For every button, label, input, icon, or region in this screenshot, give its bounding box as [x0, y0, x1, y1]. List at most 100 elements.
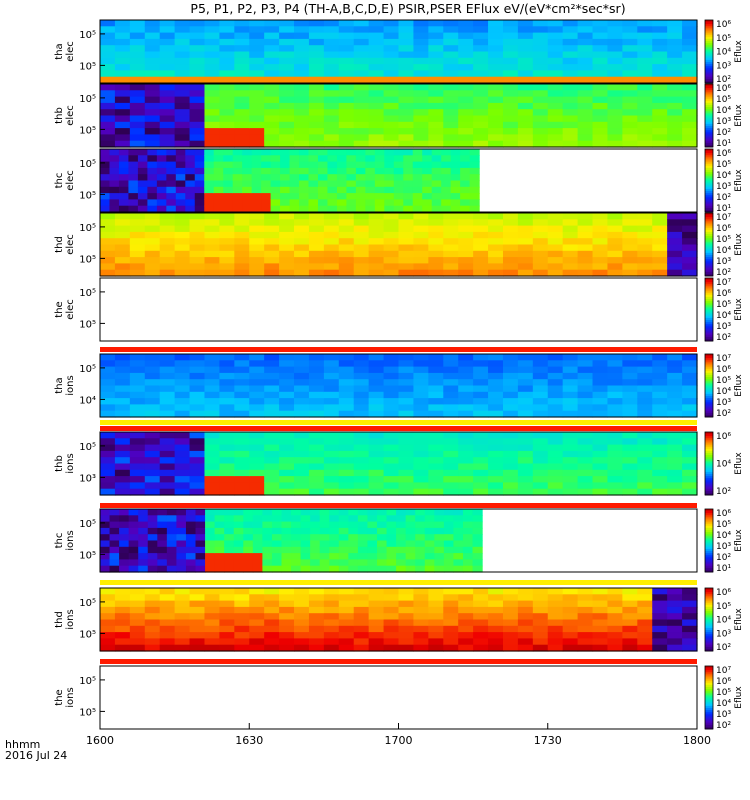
heatmap-cell — [622, 638, 638, 646]
heatmap-cell — [396, 546, 407, 554]
heatmap-cell — [338, 469, 355, 477]
heatmap-cell — [100, 404, 116, 412]
heatmap-cell — [242, 167, 253, 175]
heatmap-cell — [147, 553, 158, 560]
heatmap-cell — [424, 540, 435, 548]
heatmap-cell — [488, 404, 504, 412]
heatmap-cell — [129, 606, 146, 614]
colorbar-tick-label: 10⁴ — [716, 246, 731, 256]
colorbar-swatch — [705, 546, 713, 550]
heatmap-cell — [488, 51, 504, 59]
colorbar-swatch — [705, 695, 713, 698]
heatmap-cell — [443, 84, 459, 91]
heatmap-cell — [637, 20, 653, 27]
colorbar-swatch — [705, 561, 713, 565]
heatmap-cell — [189, 219, 206, 227]
heatmap-cell — [189, 366, 206, 374]
heatmap-cell — [562, 482, 579, 490]
heatmap-cell — [249, 385, 265, 393]
heatmap-cell — [185, 540, 197, 548]
colorbar-tick-label: 10⁴ — [716, 48, 731, 58]
heatmap-cell — [219, 588, 235, 595]
heatmap-cell — [682, 263, 698, 271]
heatmap-cell — [383, 57, 400, 65]
heatmap-cell — [294, 404, 310, 412]
colorbar-swatch — [705, 255, 713, 258]
heatmap-cell — [443, 269, 459, 277]
heatmap-cell — [174, 20, 191, 27]
heatmap-cell — [159, 231, 176, 239]
heatmap-cell — [308, 149, 319, 156]
heatmap-cell — [189, 244, 206, 252]
colorbar-swatch — [705, 280, 713, 283]
heatmap-cell — [129, 109, 146, 117]
heatmap-cell — [682, 84, 698, 91]
heatmap-cell — [195, 515, 206, 523]
heatmap-cell — [453, 553, 464, 560]
heatmap-cell — [279, 90, 295, 98]
heatmap-cell — [194, 167, 205, 175]
colorbar-swatch — [705, 265, 713, 269]
heatmap-cell — [637, 632, 653, 639]
heatmap-cell — [234, 269, 250, 277]
heatmap-cell — [403, 155, 414, 163]
heatmap-cell — [223, 186, 234, 194]
heatmap-cell — [473, 225, 489, 233]
heatmap-cell — [234, 398, 250, 405]
heatmap-cell — [174, 90, 191, 98]
heatmap-cell — [100, 379, 116, 387]
colorbar-swatch — [705, 113, 713, 116]
heatmap-cell — [667, 257, 683, 264]
heatmap-cell — [488, 250, 504, 258]
heatmap-cell — [119, 521, 130, 529]
heatmap-cell — [219, 115, 235, 123]
colorbar-swatch — [705, 358, 713, 361]
heatmap-cell — [310, 509, 321, 516]
heatmap-cell — [667, 391, 683, 399]
heatmap-cell — [592, 102, 609, 110]
heatmap-cell — [249, 51, 265, 59]
heatmap-cell — [323, 644, 340, 652]
heatmap-cell — [488, 444, 504, 452]
heatmap-cell — [377, 553, 388, 560]
heatmap-cell — [383, 269, 400, 277]
heatmap-cell — [338, 70, 355, 78]
heatmap-cell — [189, 410, 206, 418]
heatmap-cell — [473, 121, 489, 129]
heatmap-cell — [622, 263, 638, 271]
heatmap-cell — [294, 128, 310, 135]
heatmap-cell — [374, 149, 385, 156]
heatmap-cell — [637, 385, 653, 393]
colorbar-swatch — [705, 59, 713, 63]
heatmap-cell — [214, 509, 225, 516]
heatmap-cell — [195, 565, 206, 573]
heatmap-cell — [532, 250, 549, 258]
heatmap-cell — [667, 619, 683, 627]
heatmap-cell — [355, 180, 366, 188]
heatmap-cell — [607, 404, 623, 412]
heatmap-cell — [502, 84, 519, 91]
heatmap-cell — [453, 559, 464, 567]
heatmap-cell — [374, 180, 385, 188]
heatmap-cell — [374, 199, 385, 207]
heatmap-cell — [234, 38, 250, 46]
heatmap-cell — [422, 193, 433, 200]
heatmap-cell — [147, 534, 158, 542]
heatmap-cell — [562, 20, 579, 27]
heatmap-cell — [502, 244, 519, 252]
heatmap-cell — [166, 515, 178, 523]
colorbar-swatch — [705, 459, 713, 462]
heatmap-cell — [336, 199, 348, 207]
heatmap-cell — [308, 84, 325, 91]
heatmap-cell — [502, 600, 519, 608]
heatmap-cell — [338, 619, 355, 627]
heatmap-cell — [383, 51, 400, 59]
heatmap-cell — [607, 600, 623, 608]
heatmap-cell — [547, 379, 564, 387]
heatmap-cell — [577, 134, 594, 142]
heatmap-cell — [667, 372, 683, 380]
heatmap-cell — [637, 450, 653, 458]
heatmap-cell — [294, 644, 310, 652]
